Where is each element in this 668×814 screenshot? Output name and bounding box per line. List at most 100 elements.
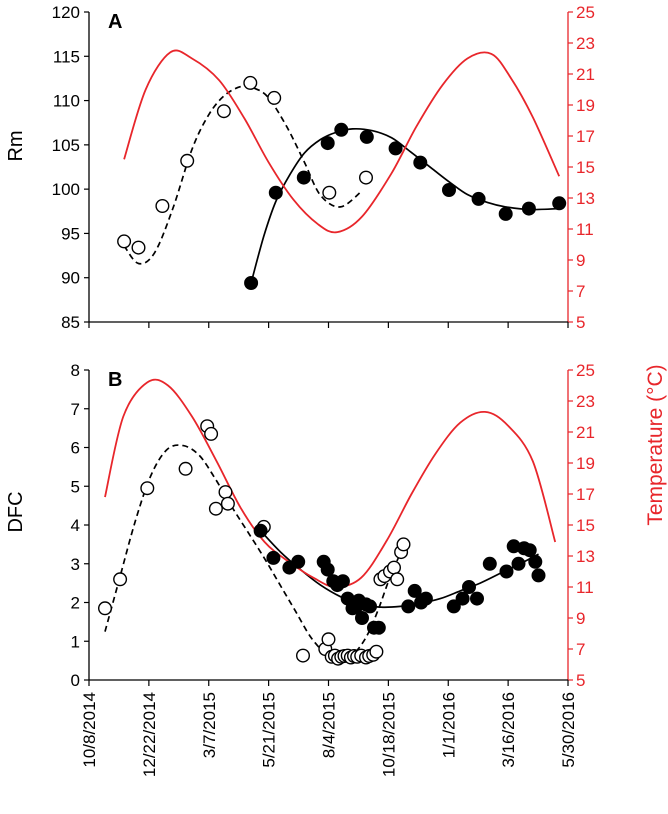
panel-a-temperature-tick-label: 7 [576,282,585,301]
panel-a-y-tick-label: 120 [52,3,80,22]
panel-b-x-tick-label: 12/22/2014 [140,692,159,777]
panel-a-open-point [267,90,282,105]
panel-a-temperature-tick-label: 15 [576,158,595,177]
panel-a-filled-point [268,185,283,200]
panel-b-open-point [296,648,311,663]
panel-b-filled-point [522,543,537,558]
panel-b-filled-point [418,591,433,606]
panel-b-filled-point [320,562,335,577]
panel-b-dashed-fit-curve [104,444,405,661]
panel-b-filled-point [531,568,546,583]
panel-b-temperature-tick-label: 21 [576,423,595,442]
panel-b-filled-point [355,611,370,626]
panel-b-y-tick-label: 1 [71,632,80,651]
panel-b-temperature-tick-label: 9 [576,609,585,628]
panel-b-filled-point [462,580,477,595]
panel-b-filled-point [371,620,386,635]
panel-a-temperature-tick-label: 25 [576,3,595,22]
panel-a-filled-point [320,136,335,151]
panel-a-filled-point [442,182,457,197]
panel-a-filled-point [552,196,567,211]
panel-a-open-point [180,153,195,168]
panel-b-temperature-tick-label: 25 [576,361,595,380]
panel-b-temperature-tick-label: 17 [576,485,595,504]
panel-a-y-tick-label: 105 [52,136,80,155]
panel-b-open-point [97,601,112,616]
panel-a-temperature-tick-label: 23 [576,34,595,53]
panel-a-filled-point [471,191,486,206]
panel-a-y-tick-label: 110 [53,92,80,111]
panel-a-filled-point [359,129,374,144]
panel-b: B DFC 012345678579111315171921232510/8/2… [5,361,595,777]
panel-a-open-point [155,198,170,213]
panel-a-temperature-curve [123,49,561,234]
panel-a-y-tick-label: 100 [52,180,80,199]
panel-b-temperature-tick-label: 23 [576,392,595,411]
panel-b-temperature-tick-label: 5 [576,671,585,690]
panel-a-filled-point [388,141,403,156]
panel-a: A Rm 85 90 95 100 105 110 115 120 5 7 9 11 13 15 17 19 2… [5,3,595,332]
panel-a-filled-point [521,201,536,216]
panel-b-x-tick-label: 3/7/2015 [200,692,219,758]
panel-b-temperature-tick-label: 19 [576,454,595,473]
panel-b-y-tick-label: 0 [71,671,80,690]
panel-b-y-tick-label: 6 [71,439,80,458]
panel-a-temperature-tick-label: 5 [576,313,585,332]
panel-a-dashed-fit-curve [123,85,363,265]
panel-a-filled-point [244,276,259,291]
panel-b-y-tick-label: 7 [71,400,80,419]
panel-a-temperature-tick-label: 17 [576,127,595,146]
panel-a-open-point [131,240,146,255]
panel-b-open-point [396,537,411,552]
panel-b-open-point [387,560,402,575]
panel-b-filled-point [499,564,514,579]
panel-b-x-tick-label: 1/1/2016 [439,692,458,758]
panel-a-y-tick-label: 85 [61,313,80,332]
panel-a-temperature-tick-label: 11 [576,220,594,239]
panel-b-filled-point [482,556,497,571]
panel-b-y-tick-label: 8 [71,361,80,380]
panel-b-x-tick-label: 10/18/2015 [379,692,398,777]
panel-b-filled-point [335,574,350,589]
panel-a-filled-point [334,122,349,137]
panel-b-filled-point [528,554,543,569]
panel-b-filled-point [470,591,485,606]
panel-b-open-point [220,496,235,511]
panel-b-temperature-tick-label: 13 [576,547,595,566]
panel-a-open-point [322,185,337,200]
panel-b-temperature-tick-label: 7 [576,640,585,659]
panel-b-x-tick-label: 10/8/2014 [80,692,99,768]
panel-a-label: A [108,11,122,33]
panel-a-open-point [243,75,258,90]
panel-a-filled-point [296,170,311,185]
panel-b-x-tick-label: 3/16/2016 [499,692,518,768]
panel-b-temperature-tick-label: 11 [576,578,594,597]
panel-b-open-point [204,426,219,441]
panel-a-open-point [359,170,374,185]
panel-b-filled-point [291,554,306,569]
panel-a-temperature-tick-label: 13 [576,189,595,208]
panel-b-open-point [113,572,128,587]
panel-b-open-point [218,485,233,500]
panel-b-label: B [108,369,122,391]
panel-a-solid-fit-curve [250,127,560,284]
panel-b-open-point [178,461,193,476]
panel-b-open-point [390,572,405,587]
panel-b-y-tick-label: 2 [71,594,80,613]
panel-a-open-point [216,104,231,119]
panel-b-y-tick-label: 4 [71,516,80,535]
panel-b-y-tick-label: 3 [71,555,80,574]
panel-b-open-point [140,481,155,496]
panel-b-open-point [321,632,336,647]
panel-b-filled-point [266,550,281,565]
panel-a-filled-point [498,206,513,221]
panel-a-y-tick-label: 90 [61,269,80,288]
panel-a-temperature-tick-label: 21 [576,65,595,84]
panel-a-y-tick-label: 115 [53,47,80,66]
panel-b-filled-point [401,599,416,614]
panel-b-filled-point [446,599,461,614]
panel-b-filled-point [455,591,470,606]
panel-b-filled-point [407,583,422,598]
panel-a-y-axis-label: Rm [5,130,27,161]
